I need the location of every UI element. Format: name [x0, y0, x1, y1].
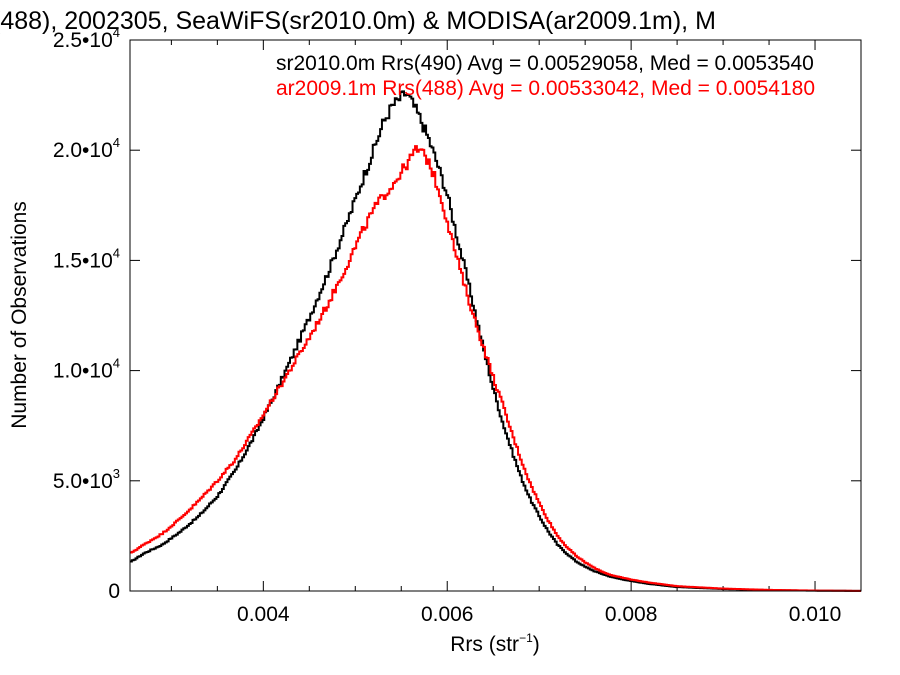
y-tick-label: 1.0•104 — [53, 356, 120, 383]
x-axis-label: Rrs (str−1) — [450, 631, 540, 656]
y-tick-label: 1.5•104 — [53, 245, 120, 272]
x-axis-label-exponent: −1 — [519, 631, 533, 645]
x-axis-label-text: Rrs (str — [450, 633, 519, 656]
y-tick-label: 5.0•103 — [53, 466, 120, 493]
y-tick-label: 2.0•104 — [53, 135, 120, 162]
x-tick-label: 0.010 — [789, 603, 842, 626]
series-line-0 — [130, 90, 862, 592]
x-tick-label: 0.006 — [421, 603, 474, 626]
legend-entry-0: sr2010.0m Rrs(490) Avg = 0.00529058, Med… — [276, 52, 814, 75]
x-tick-label: 0.008 — [605, 603, 658, 626]
y-tick-exponent: 3 — [113, 466, 120, 481]
y-tick-mantissa: 5.0•10 — [53, 470, 113, 493]
y-axis-label: Number of Observations — [8, 201, 31, 429]
y-tick-exponent: 4 — [113, 135, 120, 150]
chart-title: (488), 2002305, SeaWiFS(sr2010.0m) & MOD… — [0, 7, 716, 35]
x-tick-label: 0.004 — [237, 603, 290, 626]
legend-entry-1: ar2009.1m Rrs(488) Avg = 0.00533042, Med… — [276, 77, 815, 100]
y-tick-label: 2.5•104 — [53, 25, 120, 52]
x-axis-ticks: 0.004 0.006 0.008 0.010 — [170, 40, 842, 626]
plot-frame — [129, 39, 862, 592]
x-axis-label-close: ) — [533, 633, 540, 656]
y-tick-label: 0 — [108, 580, 120, 603]
series-layer — [130, 90, 862, 592]
y-tick-exponent: 4 — [113, 25, 120, 40]
series-line-1 — [130, 145, 862, 592]
y-tick-exponent: 4 — [113, 356, 120, 371]
legend: sr2010.0m Rrs(490) Avg = 0.00529058, Med… — [276, 52, 815, 100]
y-tick-mantissa: 0 — [108, 580, 120, 603]
y-tick-mantissa: 2.5•10 — [53, 29, 113, 52]
y-tick-mantissa: 1.5•10 — [53, 249, 113, 272]
y-tick-mantissa: 1.0•10 — [53, 360, 113, 383]
y-tick-mantissa: 2.0•10 — [53, 139, 113, 162]
y-tick-exponent: 4 — [113, 245, 120, 260]
